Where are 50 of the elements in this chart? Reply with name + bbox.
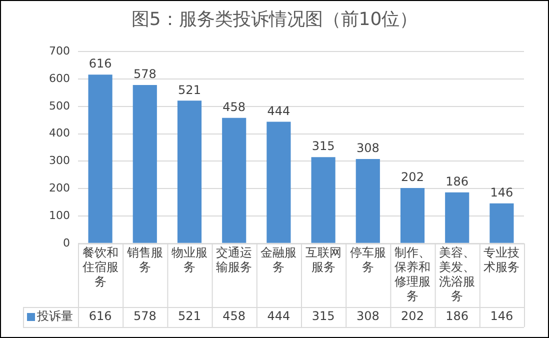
- data-label: 578: [133, 67, 156, 82]
- bar: [222, 118, 246, 243]
- y-tick-label: 0: [62, 236, 70, 250]
- bar: [132, 85, 157, 243]
- y-tick-label: 600: [48, 72, 70, 85]
- data-label: 186: [446, 174, 469, 189]
- bar: [177, 100, 202, 243]
- data-label: 146: [490, 186, 514, 200]
- bar: [490, 203, 514, 243]
- x-tick-label: 互联网服务: [305, 246, 342, 274]
- bar: [266, 122, 291, 243]
- x-tick-label: 制作、保养和修理服务: [394, 246, 430, 303]
- text: 444: [267, 309, 290, 324]
- x-tick-label: 交通运输服务: [216, 246, 252, 274]
- text: 146: [490, 309, 514, 324]
- data-label: 315: [312, 139, 335, 154]
- y-tick-label: 400: [48, 126, 70, 140]
- text: 186: [446, 309, 469, 324]
- data-label: 444: [267, 104, 290, 118]
- y-tick-label: 700: [48, 44, 70, 58]
- y-tick-label: 500: [48, 99, 70, 112]
- x-tick-label: 专业技术服务: [484, 246, 520, 274]
- chart-title: 图5：服务类投诉情况图（前10位）: [130, 8, 419, 31]
- legend-label: 投诉量: [36, 309, 73, 324]
- x-tick-label: 停车服务: [350, 246, 386, 274]
- text: 578: [133, 309, 156, 324]
- x-tick-label: 餐饮和住宿服务: [81, 246, 118, 289]
- text: 315: [312, 309, 335, 324]
- y-tick-label: 100: [48, 208, 70, 222]
- bar: [445, 192, 470, 243]
- y-tick-label: 200: [48, 181, 70, 194]
- bar: [400, 188, 425, 243]
- bar: [311, 157, 336, 243]
- data-label: 616: [88, 56, 112, 71]
- x-tick-label: 美容、美发、洗浴服务: [439, 246, 476, 303]
- data-label: 521: [178, 82, 201, 97]
- bar: [356, 159, 380, 243]
- x-tick-label: 金融服务: [260, 246, 297, 274]
- y-tick-label: 300: [48, 154, 70, 168]
- data-label: 308: [356, 141, 380, 156]
- text: 458: [222, 309, 246, 324]
- bar: [88, 74, 112, 243]
- data-label: 202: [401, 170, 424, 184]
- text: 308: [356, 309, 380, 324]
- text: 521: [178, 309, 201, 324]
- x-tick-label: 物业服务: [171, 246, 208, 274]
- text: 616: [88, 309, 112, 324]
- data-label: 458: [222, 100, 246, 114]
- x-tick-label: 销售服务: [126, 246, 163, 274]
- text: 202: [401, 309, 424, 324]
